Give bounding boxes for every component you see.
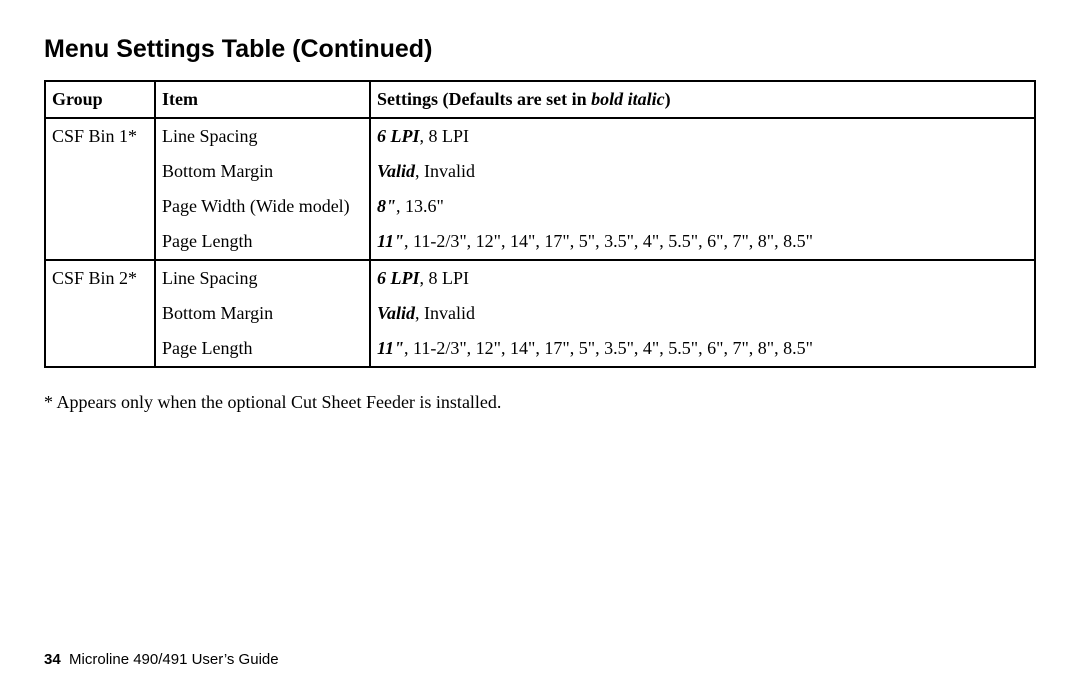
- cell-item: Line Spacing: [155, 260, 370, 296]
- page-number: 34: [44, 651, 61, 668]
- table-row: Bottom MarginValid, Invalid: [45, 154, 1035, 189]
- table-row: Page Width (Wide model)8", 13.6": [45, 189, 1035, 224]
- table-row: CSF Bin 2*Line Spacing6 LPI, 8 LPI: [45, 260, 1035, 296]
- cell-item: Page Length: [155, 331, 370, 367]
- cell-settings: 6 LPI, 8 LPI: [370, 260, 1035, 296]
- footnote: * Appears only when the optional Cut She…: [44, 392, 1036, 413]
- cell-group: CSF Bin 1*: [45, 118, 155, 154]
- cell-settings: 11", 11-2/3", 12", 14", 17", 5", 3.5", 4…: [370, 331, 1035, 367]
- table-row: Page Length11", 11-2/3", 12", 14", 17", …: [45, 331, 1035, 367]
- cell-item: Page Length: [155, 224, 370, 260]
- cell-item: Line Spacing: [155, 118, 370, 154]
- cell-group: [45, 224, 155, 260]
- table-row: Bottom MarginValid, Invalid: [45, 296, 1035, 331]
- table-row: CSF Bin 1*Line Spacing6 LPI, 8 LPI: [45, 118, 1035, 154]
- page-title: Menu Settings Table (Continued): [44, 35, 1036, 64]
- page-footer: 34 Microline 490/491 User’s Guide: [44, 651, 279, 668]
- doc-title-footer: Microline 490/491 User’s Guide: [69, 651, 279, 668]
- cell-group: [45, 189, 155, 224]
- cell-group: [45, 331, 155, 367]
- cell-item: Page Width (Wide model): [155, 189, 370, 224]
- cell-settings: 8", 13.6": [370, 189, 1035, 224]
- cell-group: CSF Bin 2*: [45, 260, 155, 296]
- cell-group: [45, 296, 155, 331]
- table-header-row: Group Item Settings (Defaults are set in…: [45, 81, 1035, 118]
- cell-settings: 11", 11-2/3", 12", 14", 17", 5", 3.5", 4…: [370, 224, 1035, 260]
- cell-settings: Valid, Invalid: [370, 154, 1035, 189]
- cell-item: Bottom Margin: [155, 154, 370, 189]
- cell-item: Bottom Margin: [155, 296, 370, 331]
- table-row: Page Length11", 11-2/3", 12", 14", 17", …: [45, 224, 1035, 260]
- cell-group: [45, 154, 155, 189]
- settings-table: Group Item Settings (Defaults are set in…: [44, 80, 1036, 368]
- cell-settings: 6 LPI, 8 LPI: [370, 118, 1035, 154]
- col-header-settings: Settings (Defaults are set in bold itali…: [370, 81, 1035, 118]
- cell-settings: Valid, Invalid: [370, 296, 1035, 331]
- col-header-item: Item: [155, 81, 370, 118]
- col-header-group: Group: [45, 81, 155, 118]
